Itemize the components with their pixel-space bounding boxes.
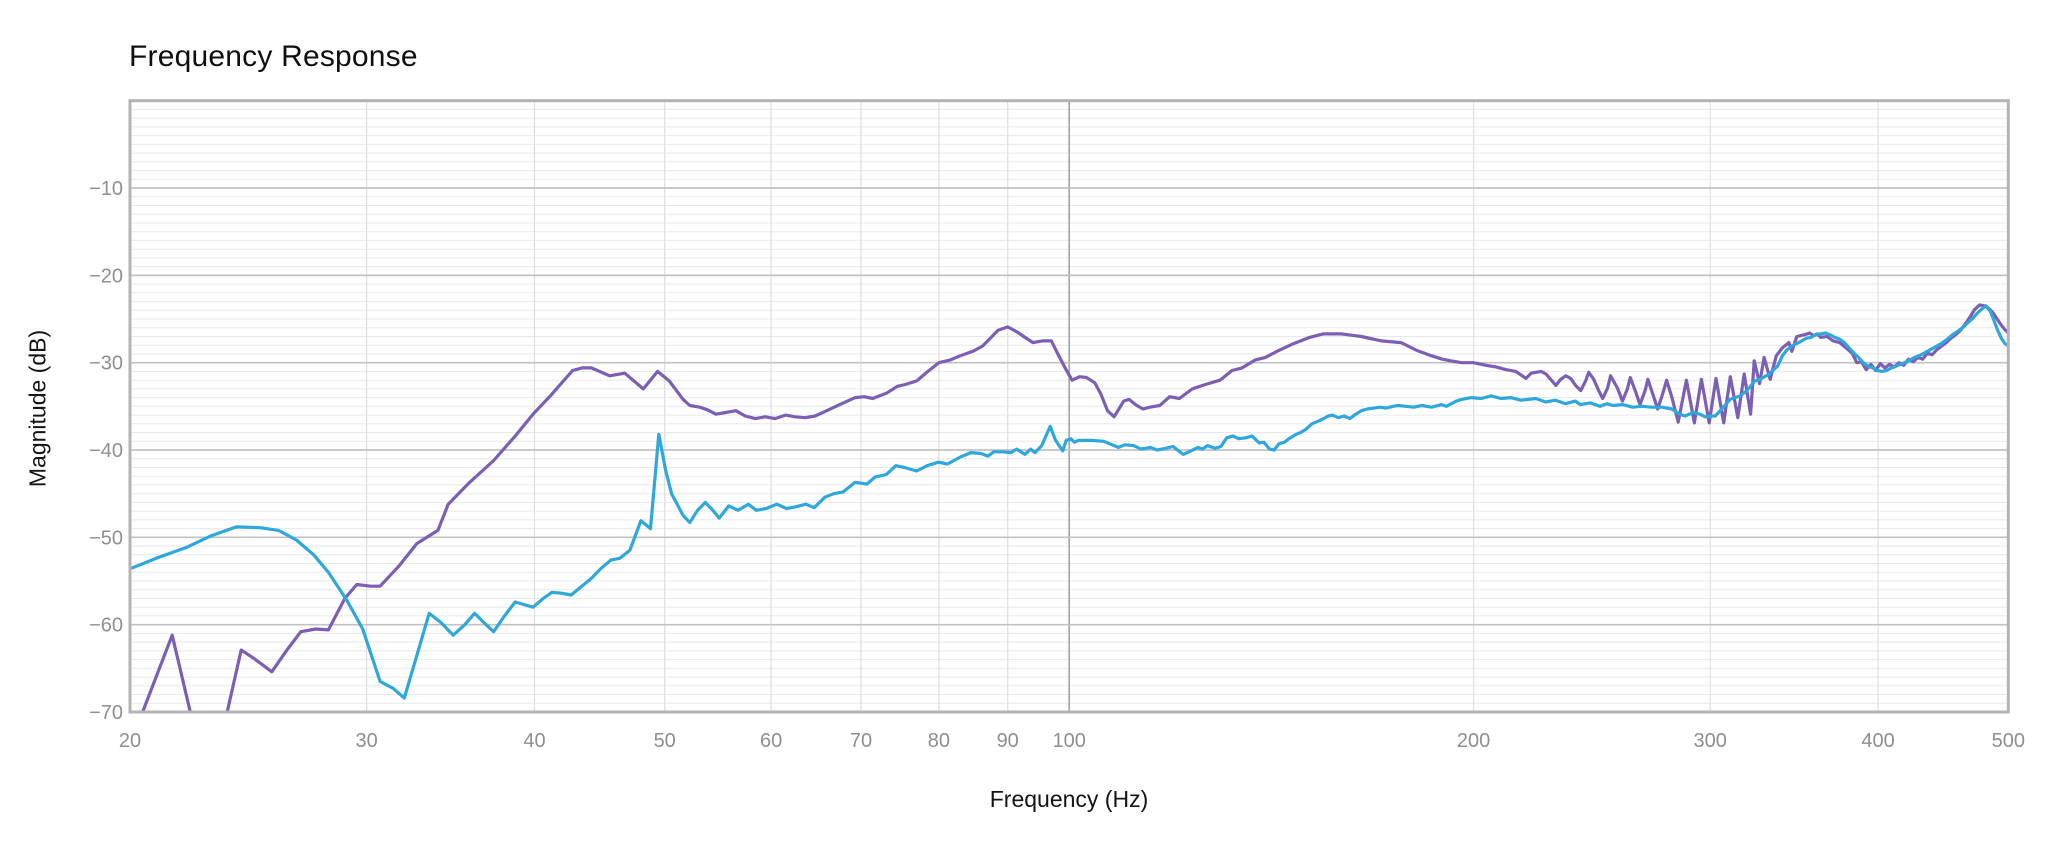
x-axis-title-text: Frequency (Hz) [989,786,1149,812]
y-tick-label: −40 [89,440,123,462]
x-tick-label: 80 [928,730,950,752]
series-2-cyan-line [130,304,2009,700]
x-tick-label: 300 [1694,730,1727,752]
y-tick-label: −20 [89,265,123,287]
y-axis-title-text: Magnitude (dB) [24,329,51,488]
y-tick-label: −60 [89,615,123,637]
x-tick-label: 60 [760,730,782,752]
x-tick-label: 50 [654,730,676,752]
x-tick-label: 20 [119,730,141,752]
x-tick-label: 100 [1053,730,1086,752]
series-1-purple-line [140,303,2009,712]
x-tick-label: 70 [850,730,872,752]
x-tick-label: 200 [1457,730,1490,752]
y-tick-label: −50 [89,527,123,549]
x-tick-label: 400 [1861,730,1894,752]
x-tick-label: 30 [355,730,377,752]
x-tick-label: 500 [1992,730,2025,752]
y-tick-label: −30 [89,353,123,375]
x-tick-label: 90 [997,730,1019,752]
series-lines [130,303,2009,712]
y-tick-label: −70 [89,702,123,724]
x-axis-title: Frequency (Hz) [0,786,2048,813]
y-tick-labels: −10 −20 −30 −40 −50 −60 −70 [89,178,123,724]
x-tick-labels: 20 30 40 50 60 70 80 90 100 200 300 400 500 [119,730,2025,752]
y-axis-title: Magnitude (dB) [25,209,52,609]
plot-frame [128,99,2010,714]
chart-title: Frequency Response [129,40,418,73]
x-tick-label: 40 [523,730,545,752]
y-tick-label: −10 [89,178,123,200]
